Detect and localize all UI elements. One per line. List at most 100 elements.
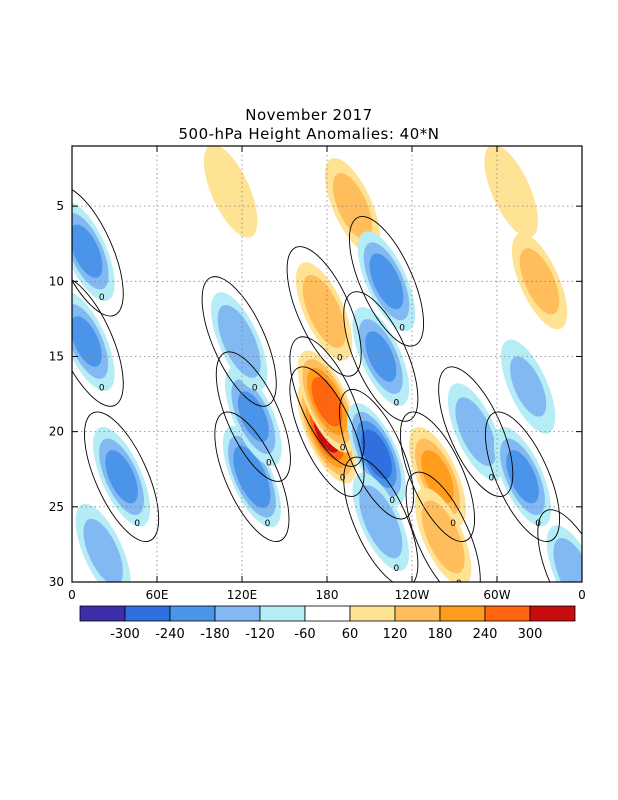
y-tick-label: 20: [49, 425, 64, 439]
x-tick-label: 0: [578, 588, 586, 602]
anomaly-feature: [222, 426, 281, 528]
colorbar-label: 60: [342, 627, 359, 642]
colorbar-swatch: [259, 605, 306, 622]
contour-label: 0: [340, 444, 346, 454]
y-tick-label: 30: [49, 575, 64, 589]
anomaly-level: [72, 224, 103, 278]
zero-contour: [72, 276, 124, 407]
anomaly-field: 0 0 0 0 0 0 0 0 0 0 0 0 0 0 0 0 0 0: [72, 146, 582, 589]
contour-label: 0: [389, 496, 395, 506]
contour-label: 0: [265, 519, 271, 529]
anomaly-feature: [224, 367, 282, 467]
colorbar-label: -120: [245, 627, 275, 642]
colorbar-swatch: [484, 605, 531, 622]
anomaly-level: [302, 274, 346, 348]
zero-contour: [289, 366, 365, 497]
x-tick-label: 120W: [395, 588, 430, 602]
x-tick-label: 60E: [146, 588, 169, 602]
anomaly-feature: [93, 427, 151, 527]
x-tick-label: 0: [68, 588, 76, 602]
colorbar: -300 -240 -180 -120 -60 60 120 180 240 300: [79, 605, 576, 642]
anomaly-feature: [447, 383, 504, 481]
contour-label: 0: [456, 579, 462, 589]
zero-contour: [343, 291, 419, 422]
zero-contour: [72, 185, 124, 317]
colorbar-swatch: [394, 605, 441, 622]
chart-subtitle: 500-hPa Height Anomalies: 40*N: [178, 125, 440, 143]
anomaly-level: [484, 146, 538, 238]
contour-label: 0: [489, 474, 495, 484]
colorbar-label: -60: [294, 627, 315, 642]
zero-contour: [215, 351, 291, 482]
anomaly-feature: [75, 503, 131, 582]
colorbar-label: -300: [110, 627, 140, 642]
anomaly-level: [455, 397, 497, 467]
anomaly-level: [311, 376, 343, 427]
anomaly-level: [237, 391, 269, 442]
anomaly-level: [519, 248, 560, 315]
zero-contour: [348, 216, 425, 347]
contour-label: 0: [450, 519, 456, 529]
anomaly-feature: [210, 292, 268, 391]
anomaly-feature: [324, 158, 381, 255]
x-tick-label: 120E: [227, 588, 258, 602]
anomaly-level: [83, 518, 123, 582]
colorbar-label: 180: [428, 627, 453, 642]
anomaly-level: [553, 538, 582, 582]
x-tick-label: 60W: [483, 588, 510, 602]
anomaly-feature: [511, 233, 568, 330]
zero-contour: [438, 366, 514, 497]
colorbar-swatch: [169, 605, 216, 622]
anomaly-level: [332, 173, 373, 240]
y-tick-label: 15: [49, 349, 64, 363]
colorbar-label: 120: [383, 627, 408, 642]
x-tick-label: 180: [316, 588, 339, 602]
anomaly-level: [105, 450, 138, 504]
colorbar-label: 300: [518, 627, 543, 642]
anomaly-level: [233, 445, 271, 508]
anomaly-feature: [546, 525, 582, 582]
contour-label: 0: [394, 399, 400, 409]
anomaly-feature: [357, 231, 416, 332]
y-tick-label: 10: [49, 274, 64, 288]
zero-contour: [343, 456, 419, 582]
anomaly-feature: [203, 146, 258, 238]
anomaly-level: [359, 485, 403, 559]
colorbar-swatch: [349, 605, 396, 622]
y-tick-label: 25: [49, 500, 64, 514]
anomaly-feature: [414, 487, 472, 582]
contour-label: 0: [99, 383, 105, 393]
colorbar-label: 240: [473, 627, 498, 642]
anomaly-feature: [72, 292, 115, 391]
zero-contour: [289, 336, 365, 467]
colorbar-swatch: [214, 605, 261, 622]
contour-label: 0: [340, 474, 346, 484]
anomaly-feature: [352, 307, 410, 406]
anomaly-level: [203, 146, 258, 238]
colorbar-swatch: [124, 605, 171, 622]
contour-label: 0: [337, 353, 343, 363]
anomaly-level: [510, 356, 547, 417]
colorbar-swatch: [79, 605, 126, 622]
anomaly-level: [369, 253, 404, 310]
contour-label: 0: [394, 564, 400, 574]
y-tick-label: 5: [56, 199, 64, 213]
zero-contour: [405, 471, 481, 582]
grid-lines: [72, 146, 582, 582]
colorbar-swatch: [529, 605, 576, 622]
colorbar-label: -180: [200, 627, 230, 642]
colorbar-label: -240: [155, 627, 185, 642]
colorbar-swatch: [304, 605, 351, 622]
zero-contour: [84, 411, 160, 543]
anomaly-level: [361, 429, 392, 480]
anomaly-feature: [295, 262, 353, 361]
contour-label: 0: [134, 519, 140, 529]
anomaly-level: [421, 500, 465, 574]
anomaly-level: [365, 331, 397, 382]
zero-contour: [484, 411, 561, 543]
anomaly-feature: [347, 403, 406, 506]
contour-label: 0: [99, 293, 105, 303]
anomaly-feature: [297, 350, 357, 453]
anomaly-feature: [501, 339, 556, 434]
